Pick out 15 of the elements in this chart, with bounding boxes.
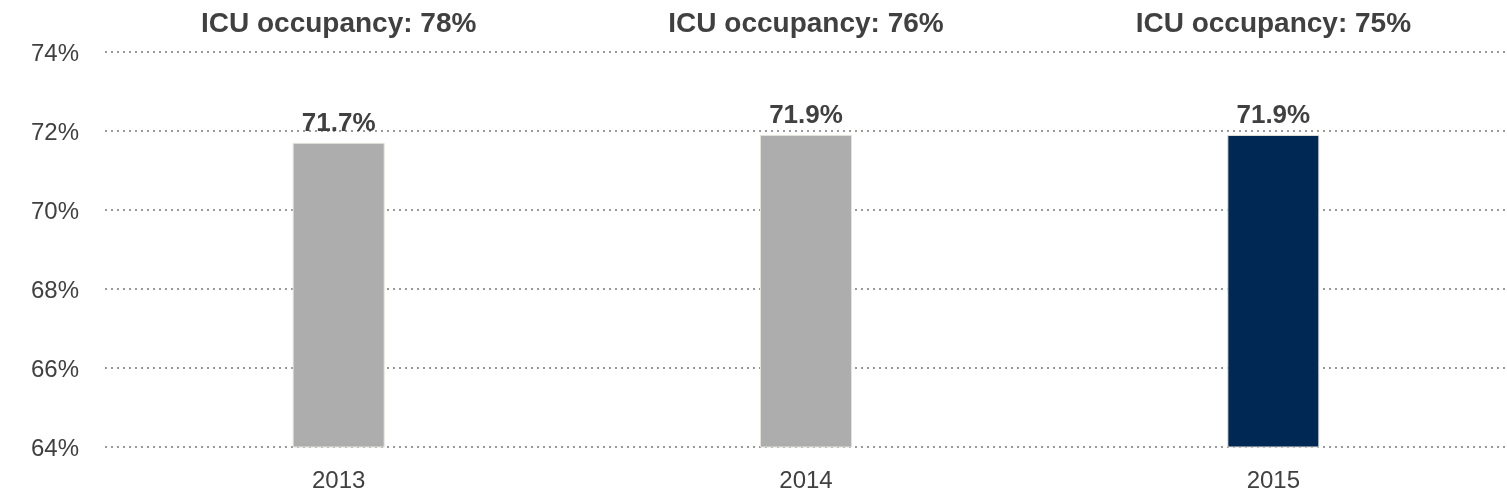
y-tick-label: 72% — [30, 117, 79, 145]
y-tick-label: 74% — [30, 38, 79, 66]
text: ICU occupancy: 76% — [668, 6, 944, 38]
data-label: 71.7% — [301, 106, 376, 137]
x-tick-label: 2015 — [1246, 465, 1301, 493]
y-tick-label: 66% — [30, 354, 79, 382]
data-label: 71.9% — [769, 98, 843, 129]
y-tick-label: 64% — [30, 433, 79, 461]
text: ICU occupancy: 78% — [200, 6, 477, 38]
x-tick-label: 2013 — [311, 465, 366, 493]
x-tick-label: 2014 — [779, 465, 833, 493]
y-tick-label: 70% — [30, 196, 79, 224]
text: ICU occupancy: 75% — [1135, 6, 1412, 38]
data-label: 71.9% — [1236, 98, 1311, 129]
y-tick-label: 68% — [30, 275, 79, 303]
